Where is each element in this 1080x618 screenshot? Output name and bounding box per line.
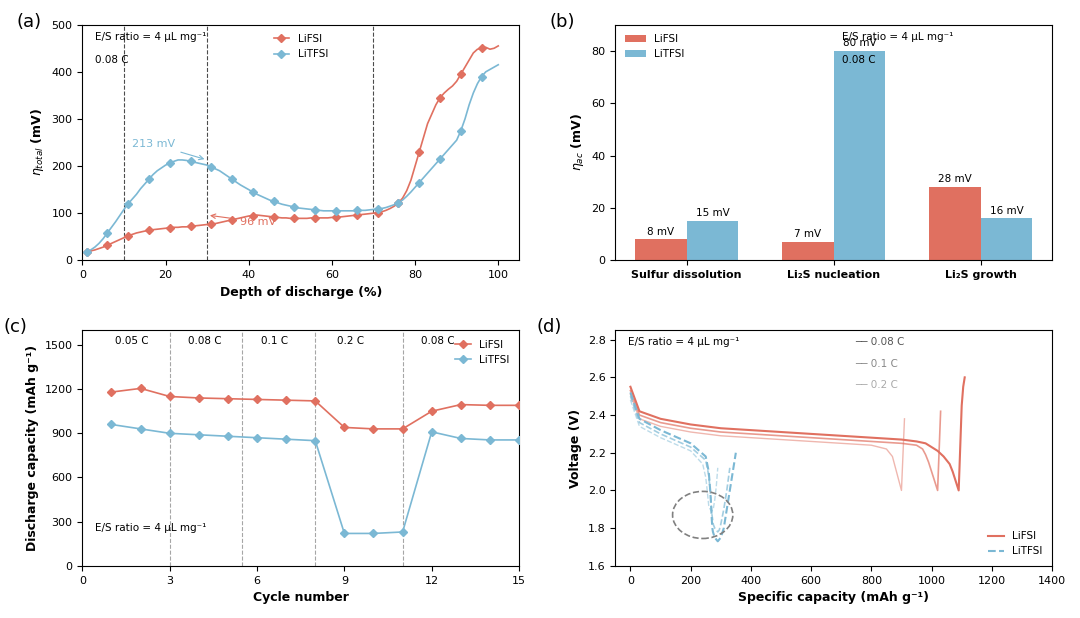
- Text: 213 mV: 213 mV: [132, 139, 203, 159]
- Text: ── 0.2 C: ── 0.2 C: [855, 379, 899, 390]
- Text: (c): (c): [3, 318, 28, 336]
- Text: E/S ratio = 4 μL mg⁻¹: E/S ratio = 4 μL mg⁻¹: [629, 337, 740, 347]
- Legend: LiFSI, LiTFSI: LiFSI, LiTFSI: [451, 336, 514, 369]
- Text: 96 mV: 96 mV: [211, 214, 276, 227]
- Text: 0.08 C: 0.08 C: [188, 336, 221, 346]
- Text: (d): (d): [537, 318, 562, 336]
- Y-axis label: Voltage (V): Voltage (V): [569, 408, 582, 488]
- Text: 7 mV: 7 mV: [795, 229, 822, 239]
- Legend: LiFSI, LiTFSI: LiFSI, LiTFSI: [269, 30, 332, 64]
- Text: 15 mV: 15 mV: [696, 208, 729, 218]
- Y-axis label: Discharge capacity (mAh g⁻¹): Discharge capacity (mAh g⁻¹): [26, 345, 39, 551]
- Text: 0.2 C: 0.2 C: [337, 336, 364, 346]
- Bar: [635, 239, 687, 260]
- Text: 28 mV: 28 mV: [939, 174, 972, 184]
- Text: 0.1 C: 0.1 C: [261, 336, 288, 346]
- Text: 80 mV: 80 mV: [842, 38, 876, 48]
- Text: E/S ratio = 4 μL mg⁻¹: E/S ratio = 4 μL mg⁻¹: [95, 32, 207, 42]
- Text: 16 mV: 16 mV: [989, 206, 1024, 216]
- Text: ── 0.08 C: ── 0.08 C: [855, 337, 905, 347]
- Text: (a): (a): [17, 13, 42, 31]
- Bar: [834, 51, 886, 260]
- X-axis label: Cycle number: Cycle number: [253, 591, 349, 604]
- Text: 0.05 C: 0.05 C: [116, 336, 149, 346]
- Text: ── 0.1 C: ── 0.1 C: [855, 358, 899, 368]
- Text: E/S ratio = 4 μL mg⁻¹: E/S ratio = 4 μL mg⁻¹: [842, 32, 954, 42]
- Bar: [687, 221, 738, 260]
- X-axis label: Depth of discharge (%): Depth of discharge (%): [219, 286, 382, 298]
- Text: 8 mV: 8 mV: [647, 227, 675, 237]
- Text: E/S ratio = 4 μL mg⁻¹: E/S ratio = 4 μL mg⁻¹: [95, 523, 207, 533]
- Bar: [929, 187, 981, 260]
- Bar: [782, 242, 834, 260]
- Bar: [981, 218, 1032, 260]
- X-axis label: Specific capacity (mAh g⁻¹): Specific capacity (mAh g⁻¹): [739, 591, 929, 604]
- Legend: LiFSI, LiTFSI: LiFSI, LiTFSI: [621, 30, 688, 64]
- Text: 0.08 C: 0.08 C: [421, 336, 455, 346]
- Text: (b): (b): [550, 13, 576, 31]
- Text: 0.08 C: 0.08 C: [842, 56, 876, 66]
- Y-axis label: $\eta_{total}$ (mV): $\eta_{total}$ (mV): [29, 109, 46, 176]
- Y-axis label: $\eta_{ac}$ (mV): $\eta_{ac}$ (mV): [569, 114, 586, 171]
- Legend: LiFSI, LiTFSI: LiFSI, LiTFSI: [984, 527, 1047, 561]
- Text: 0.08 C: 0.08 C: [95, 56, 130, 66]
